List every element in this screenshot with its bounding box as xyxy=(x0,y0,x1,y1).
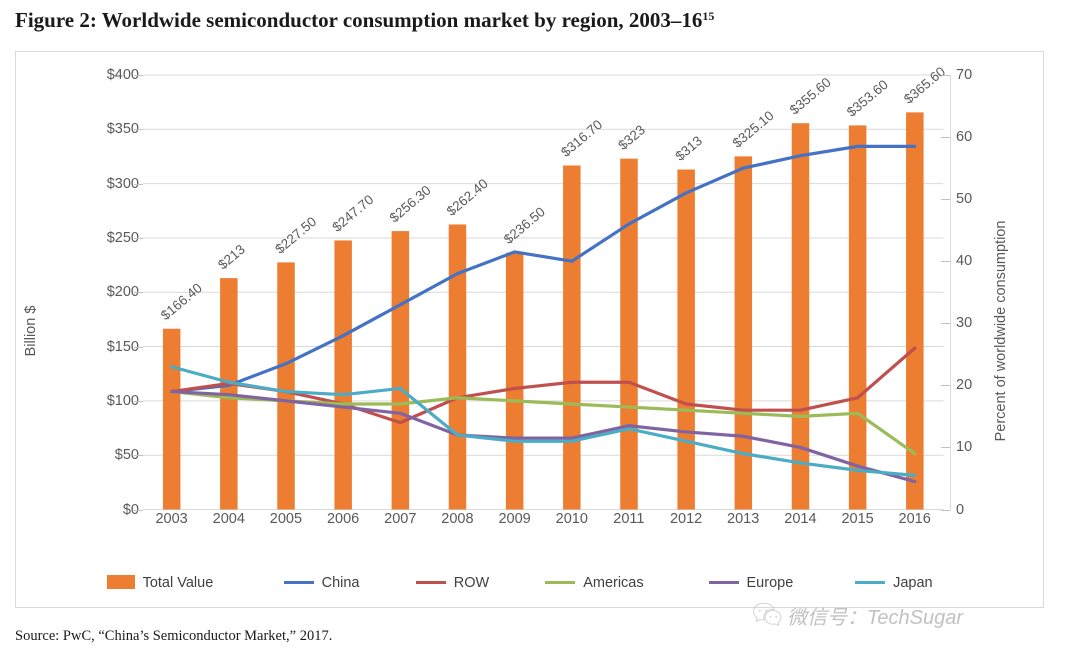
svg-text:$262.40: $262.40 xyxy=(444,176,491,219)
svg-text:$256.30: $256.30 xyxy=(387,183,434,226)
svg-text:$236.50: $236.50 xyxy=(501,204,548,247)
svg-text:$365.60: $365.60 xyxy=(901,64,948,107)
svg-text:$227.50: $227.50 xyxy=(272,214,319,257)
svg-text:$353.60: $353.60 xyxy=(844,77,891,120)
svg-text:$355.60: $355.60 xyxy=(787,75,834,118)
svg-text:$323: $323 xyxy=(615,122,648,153)
svg-text:$213: $213 xyxy=(215,242,248,273)
svg-text:$313: $313 xyxy=(672,133,705,164)
svg-text:$166.40: $166.40 xyxy=(158,280,205,323)
svg-text:$247.70: $247.70 xyxy=(329,192,376,235)
svg-text:$316.70: $316.70 xyxy=(558,117,605,160)
